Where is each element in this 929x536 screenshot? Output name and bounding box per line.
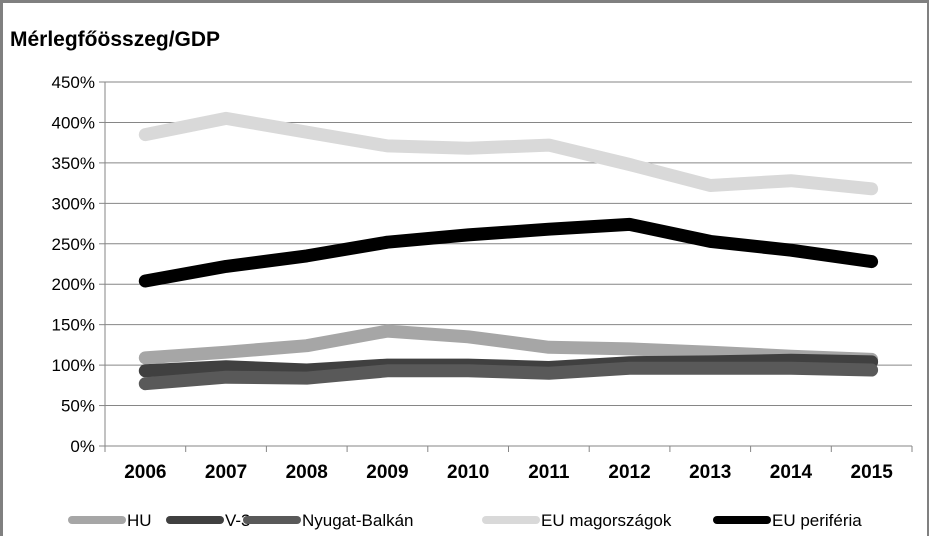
series-line-nyugat-balkan bbox=[138, 361, 879, 391]
x-tick-label: 2012 bbox=[608, 462, 650, 483]
series-line-eu-magorszagok bbox=[138, 111, 879, 196]
chart-title: Mérlegfőösszeg/GDP bbox=[10, 28, 221, 51]
y-tick-label: 450% bbox=[52, 73, 95, 92]
legend-label-nyugat-balkan: Nyugat-Balkán bbox=[302, 511, 414, 530]
y-axis-ticks: 0% 50% 100% 150% 200% 250% 300% 350% 400% 450% bbox=[52, 73, 105, 456]
legend-label-eu-magorszagok: EU magországok bbox=[541, 511, 672, 530]
x-tick-label: 2015 bbox=[851, 462, 894, 483]
x-axis-ticks: 2006 2007 2008 2009 2010 2011 2012 2013 2014 2015 bbox=[104, 446, 913, 483]
x-tick-label: 2007 bbox=[205, 462, 247, 483]
y-tick-label: 0% bbox=[70, 437, 95, 456]
x-tick-label: 2010 bbox=[447, 462, 489, 483]
x-tick-label: 2011 bbox=[528, 462, 570, 483]
y-tick-label: 200% bbox=[52, 275, 95, 294]
y-tick-label: 400% bbox=[52, 113, 95, 132]
x-tick-label: 2013 bbox=[689, 462, 731, 483]
x-tick-label: 2014 bbox=[770, 462, 813, 483]
series-lines bbox=[138, 111, 879, 391]
x-tick-label: 2008 bbox=[286, 462, 328, 483]
x-tick-label: 2006 bbox=[124, 462, 166, 483]
y-tick-label: 300% bbox=[52, 194, 95, 213]
y-tick-label: 100% bbox=[52, 356, 95, 375]
series-line-eu-periferia bbox=[138, 217, 879, 288]
legend-label-eu-periferia: EU periféria bbox=[772, 511, 862, 530]
y-tick-label: 350% bbox=[52, 154, 95, 173]
y-tick-label: 250% bbox=[52, 235, 95, 254]
legend-label-hu: HU bbox=[127, 511, 152, 530]
series-line-hu bbox=[138, 324, 879, 366]
legend-label-v-3: V-3 bbox=[225, 511, 251, 530]
legend: HU V-3 Nyugat-Balkán EU magországok EU perif… bbox=[68, 511, 862, 530]
y-tick-label: 150% bbox=[52, 316, 95, 335]
y-tick-label: 50% bbox=[61, 397, 95, 416]
x-tick-label: 2009 bbox=[366, 462, 408, 483]
